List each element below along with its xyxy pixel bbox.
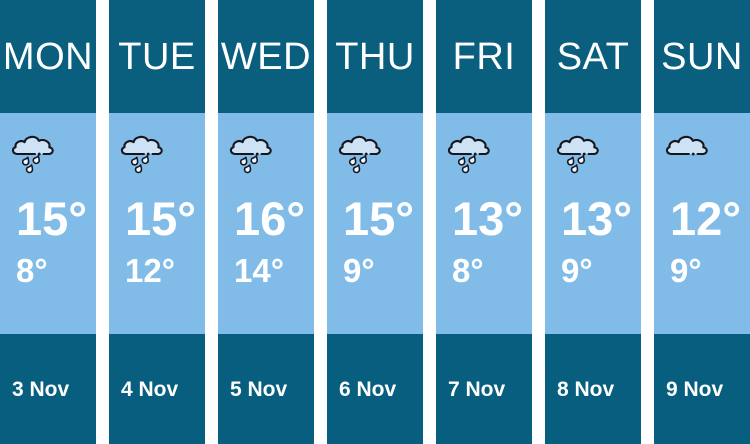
high-temp: 13°: [561, 192, 633, 245]
day-header: FRI: [436, 0, 532, 113]
low-temp: 12°: [125, 252, 175, 289]
day-label: TUE: [118, 35, 196, 78]
day-label: MON: [2, 35, 94, 78]
date-label: 7 Nov: [448, 377, 506, 401]
day-conditions: 13° 8°: [436, 113, 532, 334]
day-column-fri[interactable]: FRI 13° 8° 7 Nov: [436, 0, 532, 444]
drizzle-icon: [556, 135, 599, 174]
day-conditions: 16° 14°: [218, 113, 314, 334]
day-conditions: 15° 12°: [109, 113, 205, 334]
day-header: SAT: [545, 0, 641, 113]
high-temp: 15°: [16, 192, 88, 245]
high-temp: 15°: [343, 192, 415, 245]
date-label: 3 Nov: [12, 377, 70, 401]
low-temp: 9°: [561, 252, 593, 289]
date-label: 6 Nov: [339, 377, 397, 401]
cloud-icon: [665, 135, 708, 156]
drizzle-icon: [229, 135, 272, 174]
high-temp: 15°: [125, 192, 197, 245]
day-header: SUN: [654, 0, 750, 113]
day-header: THU: [327, 0, 423, 113]
day-conditions: 13° 9°: [545, 113, 641, 334]
low-temp: 9°: [670, 252, 702, 289]
day-header: WED: [218, 0, 314, 113]
day-footer: 5 Nov: [218, 334, 314, 444]
day-column-wed[interactable]: WED 16° 14° 5 Nov: [218, 0, 314, 444]
low-temp: 9°: [343, 252, 375, 289]
day-label: SAT: [556, 35, 630, 78]
date-label: 8 Nov: [557, 377, 615, 401]
day-footer: 7 Nov: [436, 334, 532, 444]
day-column-mon[interactable]: MON 15° 8° 3 Nov: [0, 0, 96, 444]
day-footer: 3 Nov: [0, 334, 96, 444]
high-temp: 13°: [452, 192, 524, 245]
low-temp: 8°: [16, 252, 48, 289]
high-temp: 12°: [670, 192, 742, 245]
drizzle-icon: [120, 135, 163, 174]
day-label: WED: [220, 35, 312, 78]
drizzle-icon: [11, 135, 54, 174]
date-label: 4 Nov: [121, 377, 179, 401]
day-conditions: 15° 9°: [327, 113, 423, 334]
low-temp: 8°: [452, 252, 484, 289]
day-label: SUN: [661, 35, 743, 78]
day-header: TUE: [109, 0, 205, 113]
drizzle-icon: [338, 135, 381, 174]
low-temp: 14°: [234, 252, 284, 289]
day-column-sun[interactable]: SUN 12° 9° 9 Nov: [654, 0, 750, 444]
drizzle-icon: [447, 135, 490, 174]
day-footer: 9 Nov: [654, 334, 750, 444]
day-conditions: 15° 8°: [0, 113, 96, 334]
day-footer: 4 Nov: [109, 334, 205, 444]
high-temp: 16°: [234, 192, 306, 245]
day-column-tue[interactable]: TUE 15° 12° 4 Nov: [109, 0, 205, 444]
day-label: THU: [335, 35, 415, 78]
day-footer: 6 Nov: [327, 334, 423, 444]
day-footer: 8 Nov: [545, 334, 641, 444]
day-conditions: 12° 9°: [654, 113, 750, 334]
day-header: MON: [0, 0, 96, 113]
day-label: FRI: [452, 35, 516, 78]
date-label: 9 Nov: [666, 377, 724, 401]
date-label: 5 Nov: [230, 377, 288, 401]
day-column-sat[interactable]: SAT 13° 9° 8 Nov: [545, 0, 641, 444]
day-column-thu[interactable]: THU 15° 9° 6 Nov: [327, 0, 423, 444]
